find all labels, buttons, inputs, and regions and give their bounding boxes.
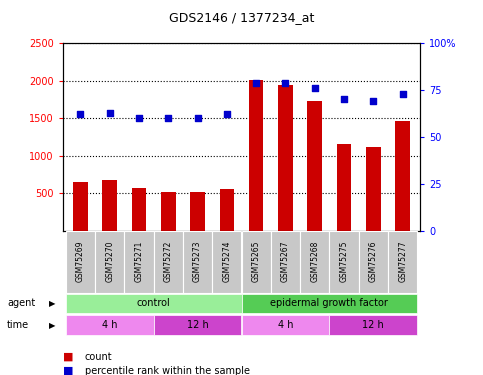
Bar <box>220 189 234 231</box>
Bar <box>249 80 263 231</box>
Bar <box>66 231 95 292</box>
Text: GSM75275: GSM75275 <box>340 241 349 282</box>
Bar <box>242 231 271 292</box>
Text: agent: agent <box>7 298 35 308</box>
Text: ■: ■ <box>63 366 73 375</box>
Bar <box>242 315 329 335</box>
Text: 12 h: 12 h <box>362 320 384 330</box>
Bar <box>329 315 417 335</box>
Point <box>223 111 231 117</box>
Text: GSM75267: GSM75267 <box>281 241 290 282</box>
Bar <box>190 192 205 231</box>
Text: control: control <box>137 298 170 308</box>
Bar <box>359 231 388 292</box>
Text: GSM75274: GSM75274 <box>222 241 231 282</box>
Text: GSM75265: GSM75265 <box>252 241 261 282</box>
Bar <box>102 180 117 231</box>
Bar <box>242 294 417 313</box>
Bar <box>132 188 146 231</box>
Bar <box>366 147 381 231</box>
Point <box>106 110 114 116</box>
Bar <box>212 231 242 292</box>
Bar <box>124 231 154 292</box>
Text: GSM75272: GSM75272 <box>164 241 173 282</box>
Text: GSM75276: GSM75276 <box>369 241 378 282</box>
Point <box>135 115 143 121</box>
Bar <box>66 294 242 313</box>
Bar <box>395 121 410 231</box>
Point <box>282 80 289 86</box>
Text: epidermal growth factor: epidermal growth factor <box>270 298 388 308</box>
Bar <box>329 231 359 292</box>
Bar <box>73 182 88 231</box>
Text: ▶: ▶ <box>49 321 56 330</box>
Bar <box>337 144 351 231</box>
Text: GSM75269: GSM75269 <box>76 241 85 282</box>
Text: 4 h: 4 h <box>278 320 293 330</box>
Bar <box>307 101 322 231</box>
Bar <box>95 231 124 292</box>
Point <box>369 98 377 104</box>
Text: GDS2146 / 1377234_at: GDS2146 / 1377234_at <box>169 11 314 24</box>
Text: GSM75271: GSM75271 <box>134 241 143 282</box>
Text: 12 h: 12 h <box>187 320 209 330</box>
Bar <box>183 231 212 292</box>
Bar <box>271 231 300 292</box>
Text: count: count <box>85 352 112 362</box>
Bar <box>300 231 329 292</box>
Bar <box>161 192 176 231</box>
Point <box>340 96 348 102</box>
Point <box>311 85 319 91</box>
Text: GSM75270: GSM75270 <box>105 241 114 282</box>
Point <box>76 111 84 117</box>
Bar <box>154 315 242 335</box>
Text: GSM75277: GSM75277 <box>398 241 407 282</box>
Point <box>399 91 407 97</box>
Bar <box>66 315 154 335</box>
Point <box>164 115 172 121</box>
Bar <box>154 231 183 292</box>
Text: GSM75268: GSM75268 <box>310 241 319 282</box>
Text: ▶: ▶ <box>49 299 56 308</box>
Text: time: time <box>7 320 29 330</box>
Point <box>252 80 260 86</box>
Text: GSM75273: GSM75273 <box>193 241 202 282</box>
Point <box>194 115 201 121</box>
Text: percentile rank within the sample: percentile rank within the sample <box>85 366 250 375</box>
Text: 4 h: 4 h <box>102 320 117 330</box>
Text: ■: ■ <box>63 352 73 362</box>
Bar <box>278 85 293 231</box>
Bar <box>388 231 417 292</box>
